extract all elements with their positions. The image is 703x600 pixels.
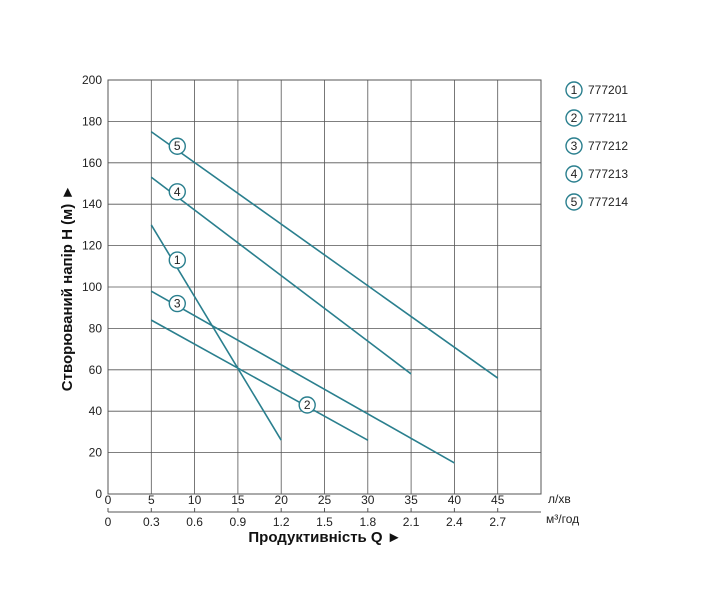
y-axis-title: Створюваний напір H (м) ► xyxy=(59,185,76,391)
legend-entry-4: 777213 xyxy=(588,167,628,181)
series-marker-circle-2 xyxy=(298,396,316,414)
legend-entry-3: 777212 xyxy=(588,139,628,153)
x-tick-label-primary: 40 xyxy=(448,493,462,507)
series-line-4 xyxy=(150,176,412,375)
x-tick-label-primary: 10 xyxy=(188,493,202,507)
series-marker-circle-4 xyxy=(168,183,186,201)
x-tick-label-primary: 15 xyxy=(231,493,245,507)
y-tick-label: 60 xyxy=(89,363,103,377)
series-line-2 xyxy=(150,319,369,441)
y-tick-label: 160 xyxy=(82,156,102,170)
y-tick-label: 40 xyxy=(89,404,103,418)
series-marker-label-2: 2 xyxy=(304,398,311,412)
y-tick-label: 20 xyxy=(89,446,103,460)
legend-marker-label-4: 4 xyxy=(571,167,578,181)
x-tick-label-secondary: 1.8 xyxy=(359,515,376,529)
x-tick-label-secondary: 0.6 xyxy=(186,515,203,529)
x-tick-label-secondary: 0 xyxy=(105,515,112,529)
series-marker-circle-3 xyxy=(168,294,186,313)
x-tick-label-primary: 30 xyxy=(361,493,375,507)
legend-marker-label-2: 2 xyxy=(571,111,578,125)
legend-marker-4 xyxy=(565,165,583,183)
legend-marker-3 xyxy=(565,137,583,155)
legend-marker-label-1: 1 xyxy=(571,83,578,97)
x-tick-label-secondary: 1.5 xyxy=(316,515,333,529)
legend: 1 777201 2 777211 3 777212 4 777213 5 777214 xyxy=(565,81,628,211)
series-marker-label-1: 1 xyxy=(174,253,181,267)
x-tick-label-primary: 5 xyxy=(148,493,155,507)
legend-entry-1: 777201 xyxy=(588,83,628,97)
legend-entry-2: 777211 xyxy=(588,111,627,125)
y-tick-label: 180 xyxy=(82,114,102,128)
series-marker-label-4: 4 xyxy=(174,185,181,199)
x-tick-label-primary: 0 xyxy=(105,493,112,507)
series-line-3 xyxy=(150,290,455,464)
legend-marker-1 xyxy=(565,81,583,99)
x-tick-label-primary: 35 xyxy=(404,493,418,507)
y-tick-label: 200 xyxy=(82,73,102,87)
series-group: 1 2 3 4 5 xyxy=(150,131,499,464)
series-marker-circle-5 xyxy=(168,137,186,155)
x-tick-label-secondary: 2.7 xyxy=(489,515,506,529)
series-marker-label-5: 5 xyxy=(174,139,181,153)
legend-marker-2 xyxy=(565,109,583,127)
x-tick-label-secondary: 0.9 xyxy=(230,515,247,529)
x-tick-label-primary: 20 xyxy=(275,493,289,507)
legend-marker-label-3: 3 xyxy=(571,139,578,153)
y-tick-label: 140 xyxy=(82,197,102,211)
legend-entry-5: 777214 xyxy=(588,195,628,209)
legend-marker-5 xyxy=(565,193,583,211)
x-tick-label-secondary: 0.3 xyxy=(143,515,160,529)
x-tick-label-primary: 45 xyxy=(491,493,505,507)
grid xyxy=(107,79,542,495)
series-line-5 xyxy=(150,131,499,379)
x-tick-label-secondary: 1.2 xyxy=(273,515,290,529)
legend-marker-label-5: 5 xyxy=(571,195,578,209)
x-tick-label-primary: 25 xyxy=(318,493,332,507)
series-marker-circle-1 xyxy=(168,251,186,269)
series-marker-label-3: 3 xyxy=(174,297,181,311)
x-unit-primary: л/хв xyxy=(548,492,571,506)
x-tick-label-secondary: 2.4 xyxy=(446,515,463,529)
x-axis-title: Продуктивність Q ► xyxy=(248,529,401,546)
x-unit-secondary: м³/год xyxy=(546,512,579,526)
y-tick-label: 120 xyxy=(82,239,102,253)
x-tick-label-secondary: 2.1 xyxy=(403,515,420,529)
y-tick-label: 0 xyxy=(95,487,102,501)
y-tick-label: 100 xyxy=(82,280,102,294)
y-tick-label: 80 xyxy=(89,321,103,335)
